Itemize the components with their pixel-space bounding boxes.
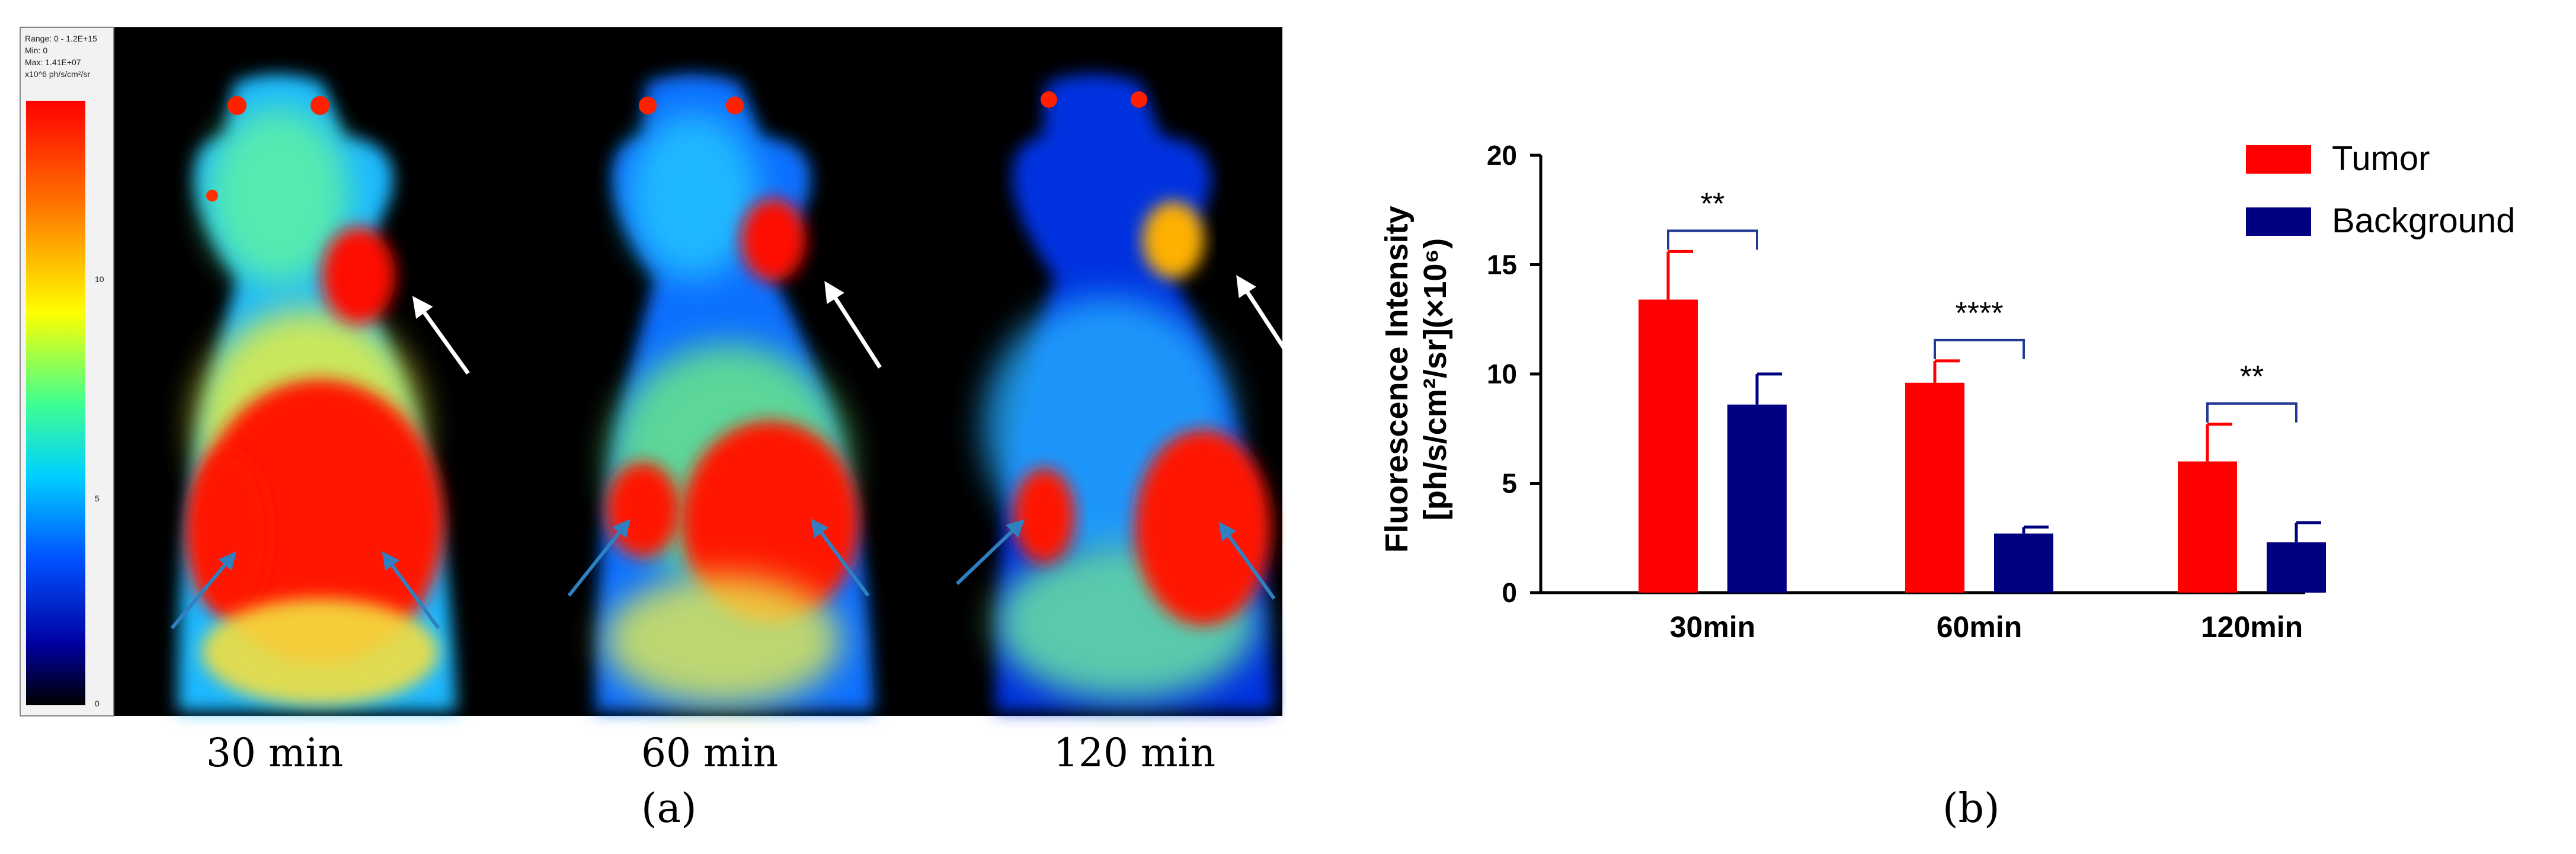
y-tick-label-5: 5 <box>1502 468 1517 499</box>
y-axis-title-line1: Fluorescence Intensity <box>1379 206 1415 552</box>
bar-background-30min <box>1727 404 1787 593</box>
colorbar-unit-text: x10^6 ph/s/cm²/sr <box>25 69 90 79</box>
timepoint-label-120min: 120 min <box>1054 730 1216 776</box>
mouse-image-120min <box>984 74 1274 711</box>
white-arrow-icon <box>1236 275 1286 355</box>
fluorescence-bar-chart: Fluorescence Intensity [ph/s/cm²/sr](×10… <box>1379 139 2516 644</box>
significance-label-60min: **** <box>1956 296 2004 331</box>
x-category-label-30min: 30min <box>1670 610 1756 644</box>
blue-arrow-icon <box>1218 522 1276 600</box>
colorbar-max-text: Max: 1.41E+07 <box>25 57 81 67</box>
blue-arrow-icon <box>811 519 870 597</box>
bar-tumor-120min <box>2178 461 2237 593</box>
legend-swatch-tumor <box>2246 145 2311 174</box>
bar-marks <box>1530 153 2326 594</box>
tumor-arrows <box>412 275 1286 375</box>
significance-bracket-30min <box>1667 229 1758 250</box>
y-axis-ticks: 0 5 10 15 20 <box>1487 140 1517 608</box>
x-category-label-120min: 120min <box>2201 610 2303 644</box>
panel-label-a: (a) <box>641 785 697 832</box>
y-tick-label-10: 10 <box>1487 359 1517 389</box>
y-tick-label-15: 15 <box>1487 250 1517 280</box>
colorbar-gradient <box>26 101 85 705</box>
significance-label-120min: ** <box>2240 360 2264 394</box>
colorbar-tick-0: 0 <box>95 699 100 708</box>
y-tick-label-0: 0 <box>1502 577 1517 608</box>
colorbar: Range: 0 - 1.2E+15 Min: 0 Max: 1.41E+07 … <box>20 27 114 717</box>
timepoint-label-60min: 60 min <box>641 730 779 776</box>
blue-arrow-icon <box>382 551 440 629</box>
bar-tumor-30min <box>1639 299 1698 593</box>
significance-bracket-60min <box>1934 338 2025 359</box>
x-category-label-60min: 60min <box>1937 610 2023 644</box>
white-arrow-icon <box>412 296 470 375</box>
panel-label-b: (b) <box>1943 785 2000 832</box>
significance-bracket-120min <box>2206 402 2297 423</box>
legend-label-background: Background <box>2332 201 2516 240</box>
blue-arrow-icon <box>170 551 236 629</box>
fluorescence-image-panel: Range: 0 - 1.2E+15 Min: 0 Max: 1.41E+07 … <box>20 27 1286 717</box>
y-axis-title-line2: [ph/s/cm²/sr](×10⁶) <box>1417 238 1453 520</box>
significance-label-30min: ** <box>1701 187 1724 221</box>
bar-tumor-60min <box>1905 382 1964 593</box>
white-arrow-icon <box>824 281 882 369</box>
colorbar-range-text: Range: 0 - 1.2E+15 <box>25 34 97 43</box>
blue-arrow-icon <box>567 519 631 597</box>
mouse-image-60min <box>596 74 874 711</box>
colorbar-tick-10: 10 <box>95 274 104 284</box>
y-tick-label-20: 20 <box>1487 140 1517 171</box>
organ-arrows <box>170 519 1276 629</box>
blue-arrow-icon <box>955 519 1025 586</box>
legend-label-tumor: Tumor <box>2332 139 2430 178</box>
colorbar-tick-5: 5 <box>95 494 100 503</box>
timepoint-label-30min: 30 min <box>206 730 344 776</box>
colorbar-min-text: Min: 0 <box>25 46 47 55</box>
legend: Tumor Background <box>2246 139 2516 240</box>
bar-background-120min <box>2267 542 2326 593</box>
bar-background-60min <box>1994 533 2053 593</box>
legend-swatch-background <box>2246 207 2311 236</box>
